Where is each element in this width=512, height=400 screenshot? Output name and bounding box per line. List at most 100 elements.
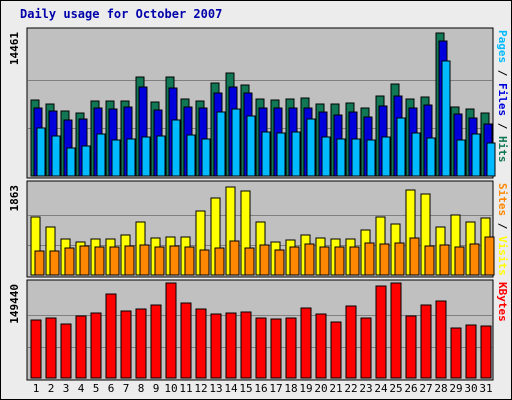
day-label: 14 xyxy=(224,382,238,395)
day-label: 16 xyxy=(254,382,267,395)
day-label: 19 xyxy=(299,382,312,395)
bar-kbytes xyxy=(225,312,237,379)
bar-pages xyxy=(261,131,271,177)
bar-pages xyxy=(186,134,196,177)
bar-kbytes xyxy=(405,315,417,379)
bar-pages xyxy=(81,145,91,177)
bar-pages xyxy=(36,127,46,177)
legend-text: Sites / Visits xyxy=(496,183,509,276)
axis-max-label: 14461 xyxy=(8,32,21,65)
day-label: 17 xyxy=(269,382,282,395)
bar-kbytes xyxy=(390,282,402,379)
bar-pages xyxy=(441,60,451,177)
bar-sites xyxy=(394,242,405,276)
bar-pages xyxy=(96,133,106,177)
day-label: 12 xyxy=(194,382,207,395)
legend-files: Files xyxy=(496,83,509,116)
bar-pages xyxy=(246,115,256,177)
day-label: 4 xyxy=(78,382,85,395)
bar-sites xyxy=(259,244,270,276)
bar-pages xyxy=(306,118,316,177)
bar-pages xyxy=(291,131,301,177)
day-label: 8 xyxy=(138,382,145,395)
bar-sites xyxy=(424,245,435,276)
bar-kbytes xyxy=(120,310,132,379)
legend-text: KBytes xyxy=(496,282,509,322)
bar-sites xyxy=(79,245,90,276)
bar-sites xyxy=(214,247,225,276)
bar-sites xyxy=(229,240,240,276)
bar-sites xyxy=(289,246,300,276)
bar-sites xyxy=(304,243,315,276)
bar-sites xyxy=(409,237,420,276)
day-label: 18 xyxy=(284,382,297,395)
legend-sites: Sites xyxy=(496,183,509,216)
day-label: 3 xyxy=(63,382,70,395)
bar-sites xyxy=(454,246,465,276)
bar-sites xyxy=(274,249,285,276)
bar-sites xyxy=(439,244,450,276)
day-label: 11 xyxy=(179,382,192,395)
legend-pages: Pages xyxy=(496,30,509,63)
day-label: 10 xyxy=(164,382,177,395)
bar-pages xyxy=(111,139,121,177)
bar-kbytes xyxy=(105,293,117,379)
day-label: 5 xyxy=(93,382,100,395)
day-label: 7 xyxy=(123,382,130,395)
bar-kbytes xyxy=(210,313,222,379)
axis-max-label: 149440 xyxy=(8,284,21,324)
bar-kbytes xyxy=(30,319,42,379)
bar-kbytes xyxy=(255,317,267,379)
bar-kbytes xyxy=(135,308,147,379)
bar-sites xyxy=(244,247,255,276)
bar-kbytes xyxy=(300,307,312,379)
bar-sites xyxy=(139,244,150,276)
bar-sites xyxy=(64,247,75,276)
bar-pages xyxy=(66,147,76,177)
bar-pages xyxy=(411,132,421,177)
bar-kbytes xyxy=(270,318,282,379)
bar-kbytes xyxy=(240,311,252,379)
legend-separator: / xyxy=(496,116,509,136)
bar-pages xyxy=(51,135,61,177)
bar-kbytes xyxy=(165,282,177,379)
day-label: 21 xyxy=(329,382,342,395)
day-label: 6 xyxy=(108,382,115,395)
panel-1: 14461 Pages / Files / Hits xyxy=(8,27,509,179)
bar-kbytes xyxy=(480,325,492,379)
bar-pages xyxy=(216,111,226,177)
bar-sites xyxy=(484,236,495,276)
bar-pages xyxy=(456,139,466,177)
day-label: 9 xyxy=(153,382,160,395)
bar-sites xyxy=(364,242,375,276)
day-label: 15 xyxy=(239,382,252,395)
bar-kbytes xyxy=(150,304,162,379)
panel-3: 149440 KBytes xyxy=(8,279,509,381)
legend-kbytes: KBytes xyxy=(496,282,509,322)
bar-kbytes xyxy=(375,285,387,379)
bar-sites xyxy=(169,245,180,276)
day-label: 29 xyxy=(449,382,462,395)
bar-pages xyxy=(426,137,436,177)
day-label: 26 xyxy=(404,382,417,395)
bar-sites xyxy=(154,246,165,276)
day-label: 31 xyxy=(479,382,492,395)
bar-kbytes xyxy=(60,323,72,379)
day-label: 27 xyxy=(419,382,432,395)
bar-sites xyxy=(34,250,45,276)
bar-kbytes xyxy=(330,321,342,379)
bar-pages xyxy=(381,136,391,177)
legend-separator: / xyxy=(496,63,509,83)
bar-kbytes xyxy=(360,317,372,379)
day-label: 25 xyxy=(389,382,402,395)
legend-hits: Hits xyxy=(496,136,509,163)
day-label: 2 xyxy=(48,382,55,395)
bar-pages xyxy=(366,139,376,177)
bar-sites xyxy=(184,246,195,276)
bar-pages xyxy=(321,136,331,177)
bar-pages xyxy=(156,135,166,177)
bar-pages xyxy=(126,138,136,177)
bar-pages xyxy=(351,138,361,177)
bar-sites xyxy=(49,250,60,276)
